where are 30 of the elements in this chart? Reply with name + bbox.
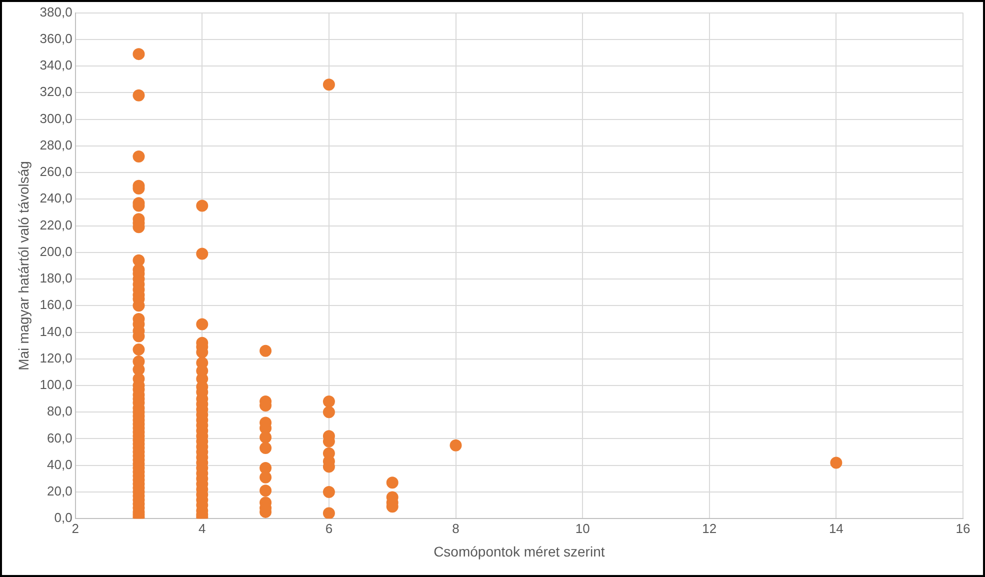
x-tick-label: 14 (828, 520, 844, 536)
y-tick-label: 340,0 (40, 58, 72, 73)
x-tick-label: 2 (72, 520, 79, 536)
y-tick-label: 300,0 (40, 110, 72, 126)
y-tick-label: 320,0 (40, 84, 72, 100)
y-tick-label: 100,0 (40, 377, 72, 392)
y-tick-label: 20,0 (47, 484, 72, 499)
y-tick-label: 40,0 (47, 456, 72, 472)
y-tick-label: 60,0 (47, 430, 72, 446)
y-axis-title: Mai magyar határtól való távolság (15, 161, 32, 370)
x-axis-title: Csomópontok méret szerint (434, 543, 605, 560)
y-tick-label: 200,0 (40, 244, 72, 259)
x-tick-label: 12 (702, 520, 717, 536)
y-tick-label: 180,0 (40, 270, 72, 286)
x-tick-label: 8 (452, 520, 460, 536)
y-tick-label: 140,0 (40, 324, 72, 339)
y-tick-label: 240,0 (40, 190, 72, 206)
y-tick-label: 380,0 (40, 4, 72, 20)
x-tick-label: 16 (956, 520, 970, 536)
y-tick-label: 120,0 (40, 350, 72, 366)
y-tick-label: 280,0 (40, 137, 72, 152)
y-tick-label: 220,0 (40, 217, 72, 232)
x-tick-label: 4 (198, 520, 206, 536)
x-tick-label: 6 (325, 520, 333, 536)
y-tick-label: 360,0 (40, 31, 72, 46)
x-tick-label: 10 (575, 520, 590, 536)
y-tick-label: 80,0 (47, 404, 72, 419)
y-tick-label: 160,0 (40, 297, 72, 312)
y-tick-label: 0,0 (54, 510, 72, 526)
y-tick-label: 260,0 (40, 164, 72, 180)
